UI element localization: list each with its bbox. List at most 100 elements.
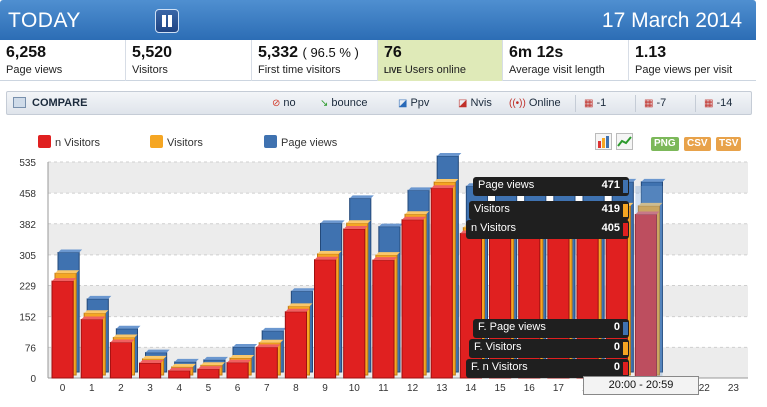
header-bar: TODAY 17 March 2014	[0, 0, 756, 40]
bar-n-visitors-top	[402, 216, 427, 220]
bar-n-visitors-top	[343, 226, 368, 230]
no-symbol-icon: ⊘	[272, 98, 281, 109]
stat-value: 6m 12s	[509, 44, 564, 61]
toolbar-divider	[695, 95, 696, 112]
pause-icon	[162, 15, 166, 27]
bar-visitors-top	[84, 310, 109, 314]
nvis-chart-icon: ◪	[458, 98, 468, 109]
legend-page-views[interactable]: Page views	[264, 135, 337, 149]
bar-n-visitors	[430, 187, 453, 379]
bar-n-visitors	[51, 280, 74, 379]
bar-page-views-top	[291, 288, 316, 292]
tooltip-forecast-visitors: F. Visitors 0	[469, 339, 629, 358]
tooltip-visitors: Visitors 419	[469, 201, 629, 220]
x-tick-label: 8	[293, 383, 299, 394]
bar-page-views-top	[262, 327, 287, 331]
compare-bounce-button[interactable]: ↘ bounce	[320, 97, 368, 109]
y-tick-label: 0	[30, 374, 36, 385]
bar-page-views-top	[58, 249, 83, 253]
stat-page-views: 6,258 Page views	[0, 40, 126, 81]
compare-ppv-button[interactable]: ◪ Ppv	[398, 97, 430, 109]
compare-nvis-button[interactable]: ◪ Nvis	[458, 97, 492, 109]
compare-minus-1-button[interactable]: ▦ -1	[584, 97, 607, 109]
bar-n-visitors	[284, 311, 308, 379]
calendar-icon: ▦	[704, 98, 714, 109]
bar-page-views-top	[378, 223, 403, 227]
stat-label: Page views	[6, 64, 63, 76]
pause-button[interactable]	[155, 9, 179, 33]
stat-label: Average visit length	[509, 64, 605, 76]
bar-visitors-top	[434, 179, 459, 183]
export-png-button[interactable]: PNG	[651, 137, 679, 151]
toolbar-divider	[635, 95, 636, 112]
legend-visitors[interactable]: Visitors	[150, 135, 203, 149]
x-tick-label: 12	[407, 383, 419, 394]
bar-n-visitors	[314, 259, 337, 379]
compare-no-button[interactable]: ⊘ no	[272, 97, 296, 109]
tooltip-page-views: Page views 471	[473, 177, 629, 196]
stats-row: 6,258 Page views 5,520 Visitors 5,332 ( …	[0, 40, 756, 81]
stat-average-visit-length: 6m 12s Average visit length	[503, 40, 629, 81]
stat-value: 5,520	[132, 44, 173, 61]
x-tick-label: 23	[728, 383, 740, 394]
header-date: 17 March 2014	[601, 9, 742, 32]
export-csv-button[interactable]: CSV	[684, 137, 711, 151]
tooltip-n-visitors: n Visitors 405	[466, 220, 629, 239]
bar-n-visitors-top	[227, 359, 252, 363]
bar-page-views-top	[641, 178, 666, 182]
bar-visitors-top	[55, 270, 80, 274]
line-chart-type-icon[interactable]	[616, 133, 633, 150]
bar-page-views-top	[233, 343, 258, 347]
bar-visitors-top	[346, 220, 371, 224]
stat-label: First time visitors	[258, 64, 341, 76]
y-tick-label: 76	[25, 343, 37, 354]
bar-n-visitors-top	[81, 316, 106, 320]
legend-swatch	[264, 135, 277, 148]
x-tick-label: 0	[60, 383, 66, 394]
legend-n-visitors[interactable]: n Visitors	[38, 135, 100, 149]
stat-value: 5,332 ( 96.5 % )	[258, 44, 359, 61]
bar-n-visitors-top	[635, 211, 660, 215]
bar-n-visitors-top	[256, 344, 281, 348]
bar-visitors-top	[200, 362, 225, 366]
x-tick-label: 13	[436, 383, 448, 394]
tooltip-forecast-n-visitors: F. n Visitors 0	[466, 359, 629, 378]
toolbar-divider	[575, 95, 576, 112]
x-tick-label: 5	[206, 383, 212, 394]
x-tick-label: 9	[322, 383, 328, 394]
bar-n-visitors	[343, 228, 366, 379]
bar-n-visitors	[255, 346, 278, 379]
bar-page-views-top	[408, 187, 433, 191]
bar-n-visitors	[372, 259, 395, 379]
bar-chart-type-icon[interactable]	[595, 133, 612, 150]
bar-page-views-top	[320, 220, 345, 224]
stat-users-online[interactable]: 76 LIVE Users online	[378, 40, 503, 81]
stat-value: 6,258	[6, 44, 47, 61]
y-tick-label: 305	[19, 251, 36, 262]
bar-n-visitors-top	[168, 367, 193, 371]
calendar-icon: ▦	[644, 98, 654, 109]
y-tick-label: 458	[19, 189, 36, 200]
stat-label: Visitors	[132, 64, 168, 76]
legend-swatch	[38, 135, 51, 148]
stat-page-views-per-visit: 1.13 Page views per visit	[629, 40, 756, 81]
compare-label: COMPARE	[13, 97, 87, 109]
bar-n-visitors-top	[372, 257, 397, 261]
x-tick-label: 6	[235, 383, 241, 394]
compare-minus-14-button[interactable]: ▦ -14	[704, 97, 733, 109]
compare-icon	[13, 97, 26, 108]
export-tsv-button[interactable]: TSV	[716, 137, 742, 151]
bar-visitors-top	[142, 355, 167, 359]
x-tick-label: 2	[118, 383, 124, 394]
bar-visitors-top	[171, 363, 196, 367]
compare-online-button[interactable]: ((•)) Online	[509, 97, 561, 109]
stat-value: 76	[384, 44, 402, 61]
compare-minus-7-button[interactable]: ▦ -7	[644, 97, 667, 109]
hover-column	[635, 186, 663, 378]
bar-n-visitors-top	[314, 256, 339, 260]
y-tick-label: 229	[19, 282, 36, 293]
stat-percent: ( 96.5 % )	[302, 45, 359, 60]
ppv-chart-icon: ◪	[398, 98, 408, 109]
x-tick-label: 3	[147, 383, 153, 394]
